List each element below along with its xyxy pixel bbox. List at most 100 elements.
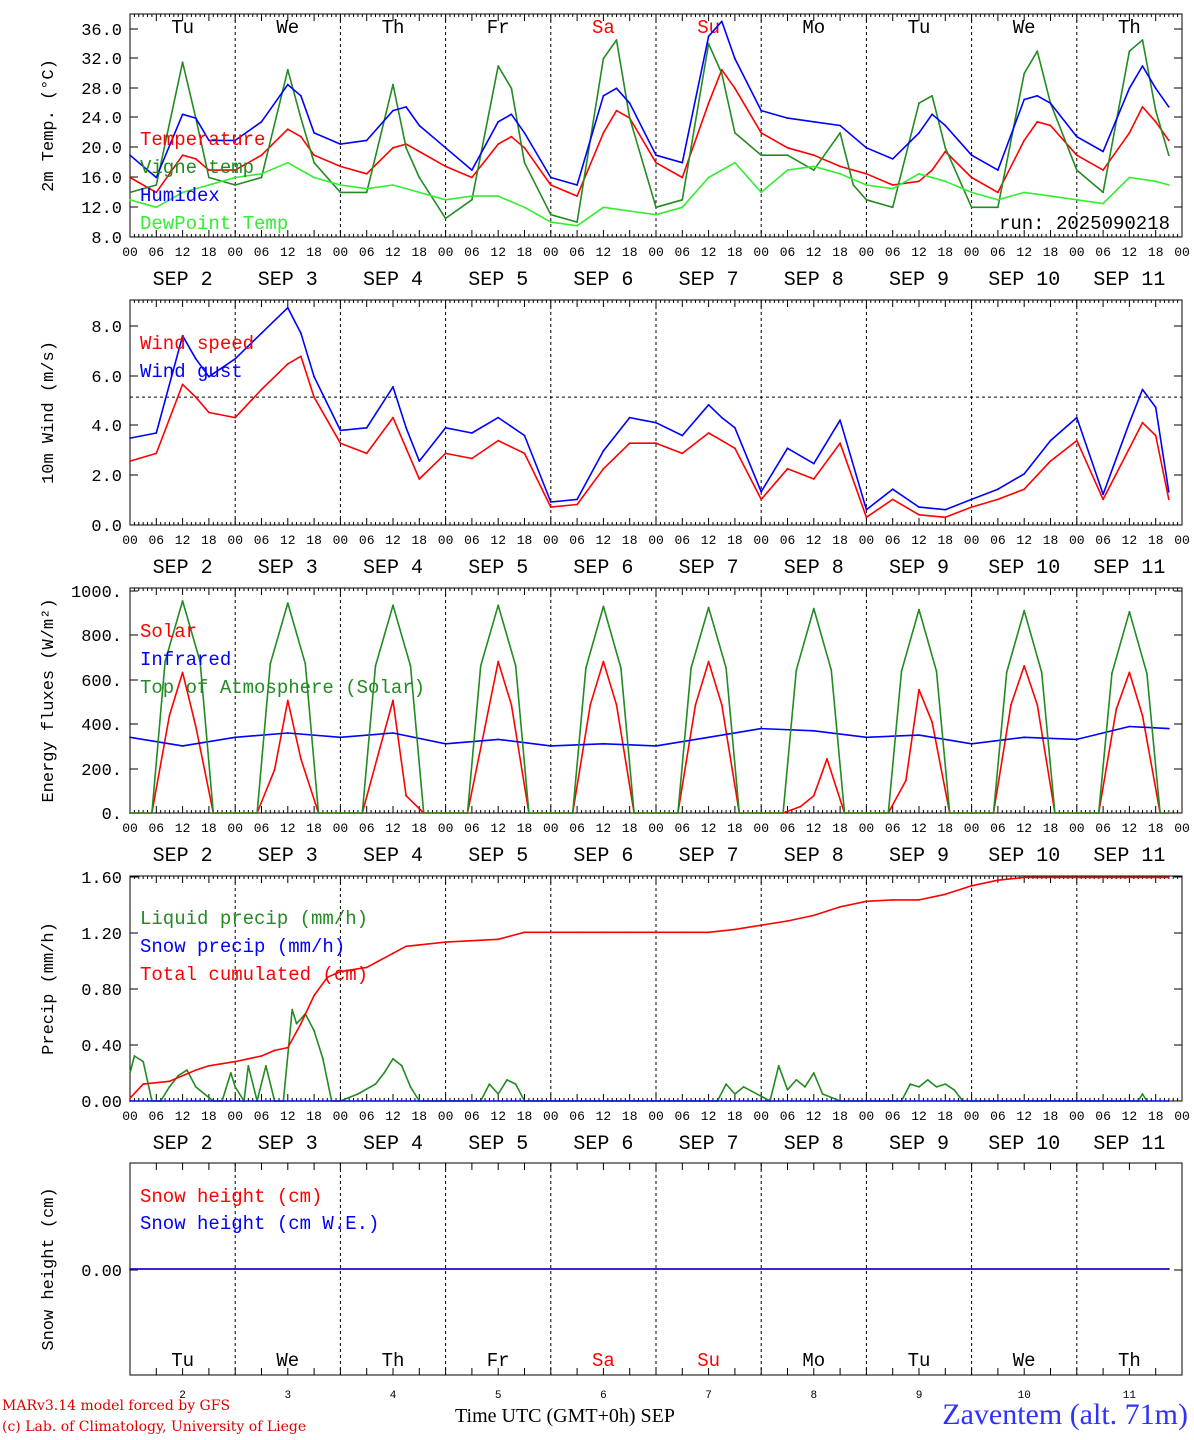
data-point — [164, 660, 167, 663]
data-point — [935, 1086, 938, 1088]
data-point — [720, 416, 723, 419]
data-point — [1141, 714, 1144, 717]
day-number: 3 — [284, 1390, 291, 1402]
data-point — [839, 419, 841, 422]
data-point — [497, 439, 500, 442]
y-tick-label: 200. — [81, 762, 122, 781]
data-point — [576, 184, 578, 186]
data-point — [865, 736, 868, 739]
hour-tick-label: 12 — [596, 1109, 612, 1124]
data-point — [208, 375, 210, 378]
hour-tick-label: 18 — [727, 1109, 743, 1124]
data-point — [286, 306, 289, 309]
data-point — [471, 169, 473, 172]
weekday-label: Su — [697, 17, 720, 39]
data-point — [194, 1086, 197, 1088]
data-point — [1167, 154, 1170, 157]
time-axis-label: Time UTC (GMT+0h) SEP — [455, 1405, 675, 1428]
hour-tick-label: 18 — [622, 245, 638, 260]
hour-tick-label: 18 — [1148, 1109, 1164, 1124]
date-label: SEP 10 — [988, 557, 1060, 580]
data-point — [523, 452, 526, 455]
data-point — [208, 139, 210, 142]
data-point — [891, 498, 894, 501]
data-point — [839, 124, 841, 127]
data-point — [865, 812, 868, 814]
data-point — [1146, 672, 1148, 675]
data-point — [405, 794, 407, 797]
hour-tick-label: 12 — [385, 245, 401, 260]
data-point — [725, 667, 727, 669]
data-point — [444, 812, 447, 814]
data-point — [1005, 671, 1008, 674]
data-point — [383, 1072, 386, 1074]
data-point — [269, 662, 272, 665]
data-point — [286, 363, 289, 365]
data-point — [602, 132, 605, 134]
data-point — [444, 146, 447, 149]
data-point — [1023, 736, 1026, 739]
day-number: 5 — [495, 1390, 502, 1402]
data-point — [734, 1093, 736, 1095]
panel-energy: 0. 200. 400. 600. 800. 1000. Energy fluxes (W/… — [40, 584, 1190, 868]
data-point — [1075, 169, 1078, 172]
data-point — [471, 457, 473, 460]
data-point — [392, 83, 394, 86]
hour-tick-label: 12 — [490, 1109, 506, 1124]
data-point — [926, 1079, 929, 1081]
data-point — [734, 426, 736, 429]
plot-frame — [129, 299, 1183, 526]
data-point — [628, 117, 631, 119]
hour-tick-label: 00 — [1069, 245, 1085, 260]
data-point — [655, 442, 657, 445]
data-point — [576, 224, 578, 227]
data-point — [812, 462, 815, 465]
data-point — [418, 944, 421, 946]
hour-tick-label: 00 — [227, 1109, 243, 1124]
data-point — [944, 146, 947, 149]
hour-tick-label: 06 — [674, 821, 690, 836]
data-point — [1036, 50, 1039, 53]
hour-tick-label: 18 — [727, 821, 743, 836]
data-point — [194, 158, 197, 160]
hour-tick-label: 06 — [1095, 1109, 1111, 1124]
data-point — [615, 87, 618, 90]
y-axis-label: 2m Temp. (°C) — [40, 59, 59, 192]
hour-tick-label: 00 — [964, 821, 980, 836]
legend-entry: Snow precip (mm/h) — [140, 936, 345, 958]
data-point — [1023, 139, 1026, 142]
data-point — [677, 812, 679, 814]
data-point — [523, 146, 526, 149]
data-point — [129, 812, 131, 814]
hour-tick-label: 00 — [753, 533, 769, 548]
hour-tick-label: 06 — [359, 245, 375, 260]
data-point — [681, 452, 684, 455]
data-point — [339, 143, 342, 146]
data-point — [497, 1093, 500, 1095]
data-point — [997, 169, 999, 172]
data-point — [782, 812, 784, 814]
data-point — [918, 132, 920, 134]
hour-tick-label: 18 — [622, 533, 638, 548]
weekday-label: Sa — [592, 1350, 615, 1372]
data-point — [374, 665, 377, 667]
data-point — [129, 1100, 131, 1102]
data-point — [786, 920, 789, 922]
data-point — [549, 213, 552, 216]
weekday-label: Tu — [171, 17, 194, 39]
data-point — [948, 812, 951, 814]
data-point — [909, 1083, 912, 1085]
data-point — [734, 132, 736, 134]
data-point — [523, 434, 526, 437]
data-point — [734, 57, 736, 60]
panel-snow: 0.00 Snow height (cm) Snow height (cm) Snow… — [40, 1162, 1183, 1402]
data-point — [760, 498, 763, 501]
data-point — [444, 426, 447, 429]
data-point — [365, 966, 368, 969]
data-point — [313, 132, 315, 134]
data-point — [317, 812, 320, 814]
data-point — [1049, 460, 1052, 462]
data-point — [694, 703, 697, 706]
legend-entry: Snow height (cm W.E.) — [140, 1213, 379, 1235]
weekday-label: We — [1013, 1350, 1036, 1372]
